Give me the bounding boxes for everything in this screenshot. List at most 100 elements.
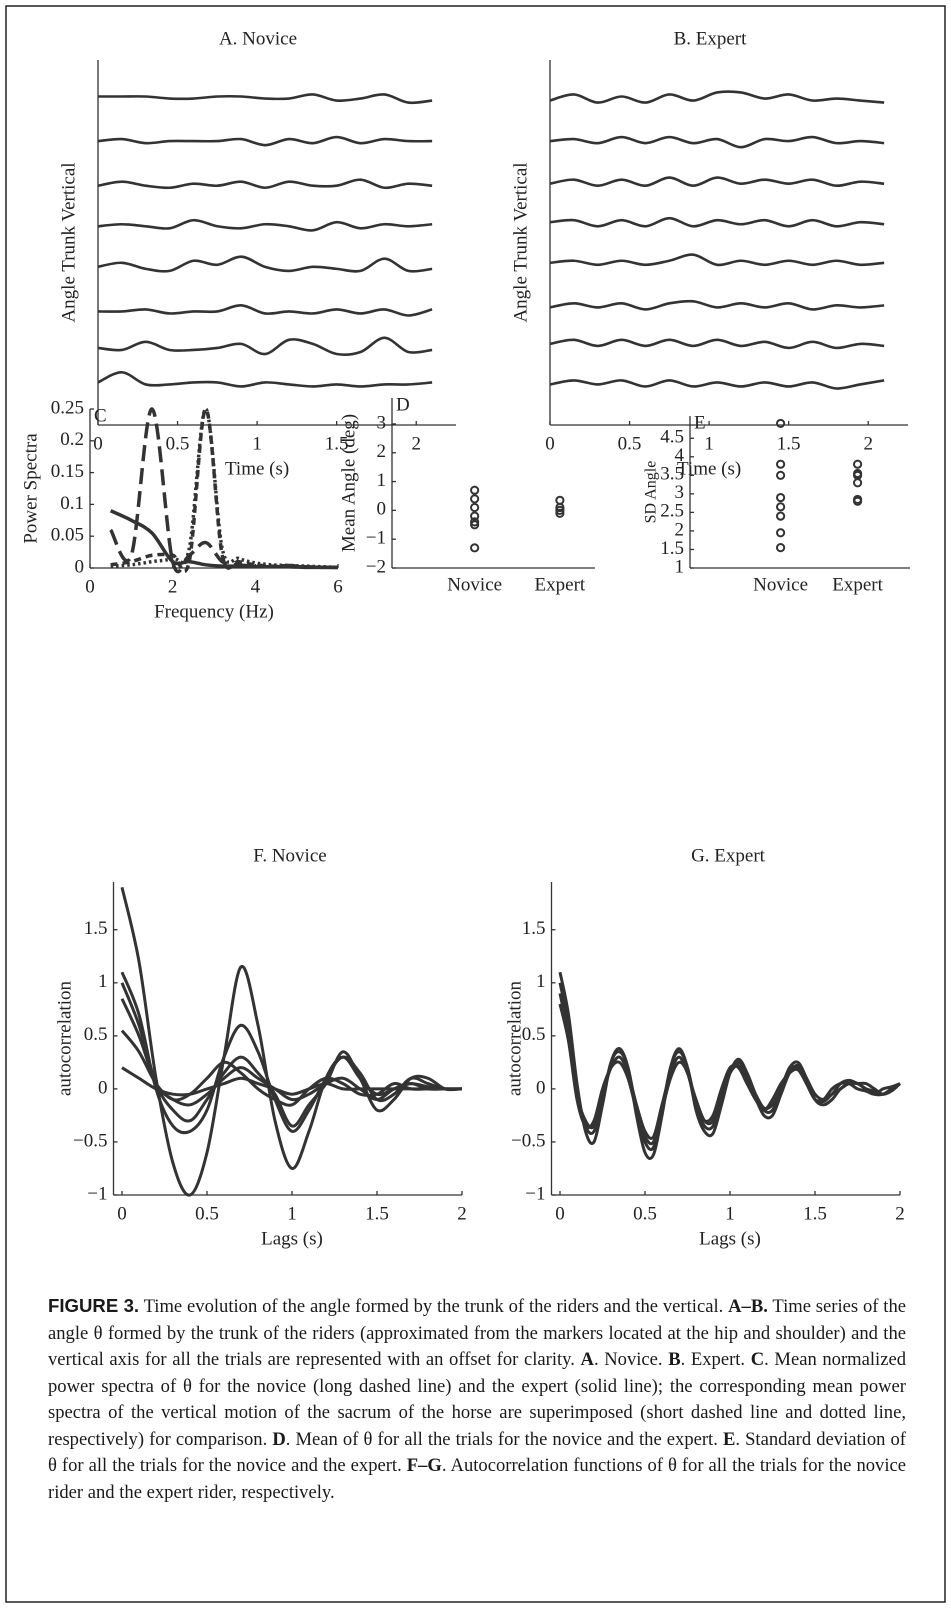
caption-text: . Novice. [593,1349,669,1370]
x-tick-label: 1 [704,433,714,454]
caption-text: B [668,1349,681,1370]
series-line [558,993,902,1140]
dot [776,459,786,469]
frame [5,5,946,1603]
y-tick-label: −1 [525,1183,545,1204]
chart-title: G. Expert [691,845,766,866]
x-tick-label: Expert [535,574,586,595]
dot [470,517,480,527]
series-line [98,93,433,105]
x-tick-label: 0 [93,433,103,454]
series-line [549,176,885,188]
dot [853,459,863,469]
caption-text: D [272,1428,286,1450]
series-line [97,304,433,317]
x-tick-label: Novice [447,574,502,595]
x-tick-label: 1 [287,1203,297,1224]
y-tick-label: 1 [536,971,546,992]
x-tick-label: 0 [555,1203,565,1224]
caption-text: Time series of the angle θ formed by the… [48,1296,907,1370]
dot [470,494,480,504]
x-tick-label: 6 [333,576,343,597]
x-tick-label: 1.5 [325,433,349,454]
y-tick-label: 0.5 [522,1024,546,1045]
y-tick-label: 2 [377,441,387,462]
y-tick-label: 0 [536,1077,546,1098]
dot [776,511,786,521]
caption-text: A–B. [728,1296,768,1317]
y-tick-label: 3.5 [660,464,684,485]
y-tick-label: 0.1 [60,493,84,514]
series-line [97,178,433,190]
dot [555,502,565,513]
y-tick-label: 0.05 [51,525,84,546]
dot [776,418,786,429]
x-axis-label: Time (s) [225,458,289,479]
x-tick-label: 0 [117,1203,127,1224]
y-axis-label: Power Spectra [20,433,41,544]
y-axis-label: autocorrelation [54,981,75,1097]
caption-text: . Mean normalized power spectra of θ for… [48,1349,906,1450]
y-tick-label: −2 [366,556,386,577]
dot [776,528,786,538]
chart-title: B. Expert [674,28,748,49]
y-tick-label: 1 [675,556,685,577]
dot [776,502,786,512]
x-tick-label: 0.5 [633,1203,657,1224]
y-tick-label: 1.5 [660,538,684,559]
series-line [97,336,433,356]
x-tick-label: 2 [863,433,873,454]
x-tick-label: 2 [168,576,178,597]
y-tick-label: 1.5 [522,918,546,939]
y-tick-label: 0.25 [51,397,84,418]
series-line [549,90,885,104]
y-tick-label: −0.5 [511,1130,545,1151]
y-axis-label: Angle Trunk Vertical [58,162,79,322]
x-tick-label: 0.5 [195,1203,219,1224]
x-tick-label: 0.5 [166,433,190,454]
y-axis-label: SD Angle [643,461,660,524]
series-line [120,886,463,1197]
y-axis-label: Mean Angle (deg) [338,414,359,552]
series-line [558,1003,901,1146]
x-axis-label: Time (s) [677,458,741,479]
caption-text: . Standard deviation of θ for all the tr… [48,1428,907,1477]
series-line [109,407,339,574]
x-tick-label: 1.5 [777,433,801,454]
panel-label: C [94,405,107,426]
y-tick-label: 1 [98,971,108,992]
series-line [549,338,885,350]
dot [555,508,565,518]
dot [776,492,786,503]
caption-text: . Mean of θ for all the trials for the n… [285,1428,723,1450]
dot [470,502,480,513]
caption-text: Time evolution of the angle formed by th… [139,1296,729,1317]
series-line [97,255,433,273]
panel-label: D [396,394,410,415]
y-tick-label: 0 [75,556,85,577]
x-tick-label: 0.5 [618,433,642,454]
caption-text: C [750,1349,765,1370]
dot [853,496,863,506]
series-line [120,998,462,1107]
y-tick-label: 0 [98,1077,108,1098]
dot [555,495,565,505]
y-tick-label: 1 [377,470,387,491]
x-tick-label: Expert [832,574,883,595]
series-line [110,407,339,573]
y-axis-label: Angle Trunk Vertical [510,162,531,322]
caption: FIGURE 3. Time evolution of the angle fo… [48,1293,906,1506]
caption-text: FIGURE 3. [48,1295,140,1316]
x-tick-label: 1.5 [365,1203,389,1224]
y-tick-label: −1 [87,1183,107,1204]
y-tick-label: 0.5 [84,1024,108,1045]
y-tick-label: −0.5 [73,1130,107,1151]
x-axis-label: Frequency (Hz) [154,601,274,622]
dot [470,485,480,495]
series-line [120,1029,462,1107]
y-tick-label: 4 [675,445,685,466]
caption-text: F–G [406,1455,442,1476]
dot [470,520,480,530]
x-tick-label: 1.5 [803,1203,827,1224]
